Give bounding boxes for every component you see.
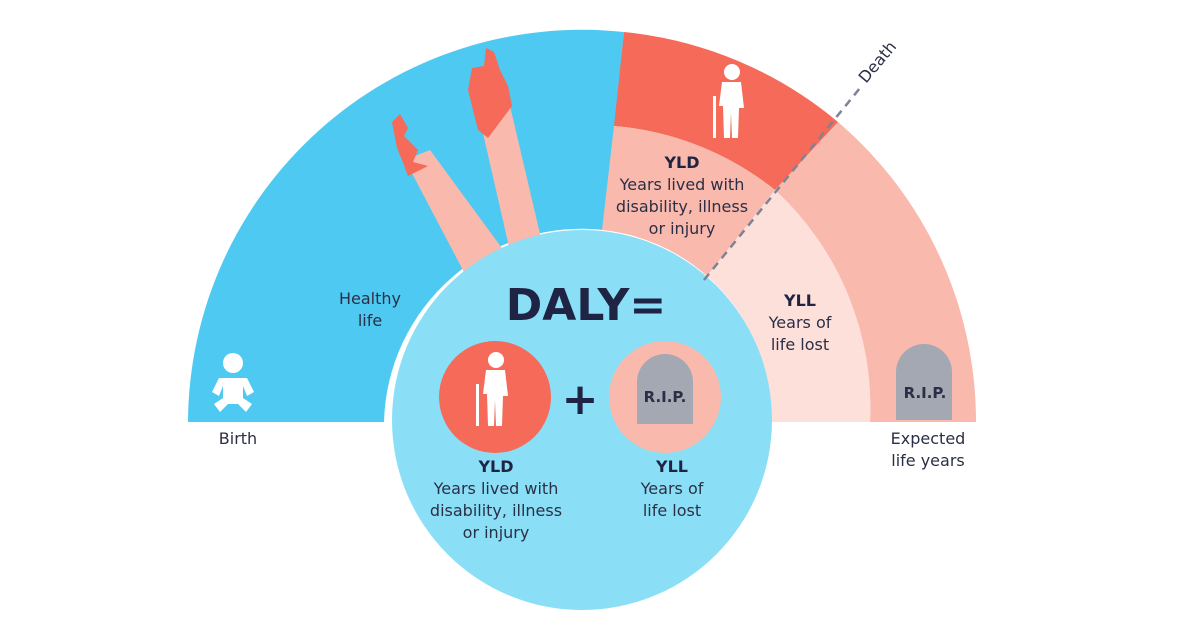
healthy-life-label-2: life [358, 311, 382, 330]
formula-yld-title: YLD [477, 457, 513, 476]
expected-life-years-label-1: Expected [891, 429, 966, 448]
daly-circle [392, 230, 772, 610]
baby-icon [212, 353, 254, 412]
formula-yld-line-1: Years lived with [433, 479, 559, 498]
elderly-person-icon [713, 64, 744, 138]
arc-yll-line-1: Years of [768, 313, 832, 332]
yll-inner-region [707, 190, 871, 422]
formula-yld-line-3: or injury [463, 523, 530, 542]
expected-life-years-label-2: life years [891, 451, 964, 470]
tombstone-icon: R.I.P. [896, 344, 952, 420]
plus-sign: + [562, 374, 599, 425]
svg-text:R.I.P.: R.I.P. [644, 388, 687, 406]
formula-yld-line-2: disability, illness [430, 501, 562, 520]
birth-label: Birth [219, 429, 257, 448]
formula-yll-line-1: Years of [640, 479, 704, 498]
formula-yll-line-2: life lost [643, 501, 701, 520]
death-label: Death [855, 37, 901, 86]
daly-title: DALY= [506, 280, 667, 331]
arc-yld-title: YLD [663, 153, 699, 172]
arc-yld-line-1: Years lived with [619, 175, 745, 194]
arc-yll-title: YLL [783, 291, 816, 310]
disability-spike-large [468, 48, 545, 260]
arc-yld-line-2: disability, illness [616, 197, 748, 216]
arc-yll-line-2: life lost [771, 335, 829, 354]
healthy-life-label-1: Healthy [339, 289, 401, 308]
yld-inner-region [602, 126, 775, 276]
formula-elderly-person-icon [476, 352, 508, 426]
arc-yld-line-3: or injury [649, 219, 716, 238]
formula-yll-title: YLL [655, 457, 688, 476]
formula-tombstone-icon: R.I.P. [637, 354, 693, 424]
svg-text:R.I.P.: R.I.P. [904, 384, 947, 402]
